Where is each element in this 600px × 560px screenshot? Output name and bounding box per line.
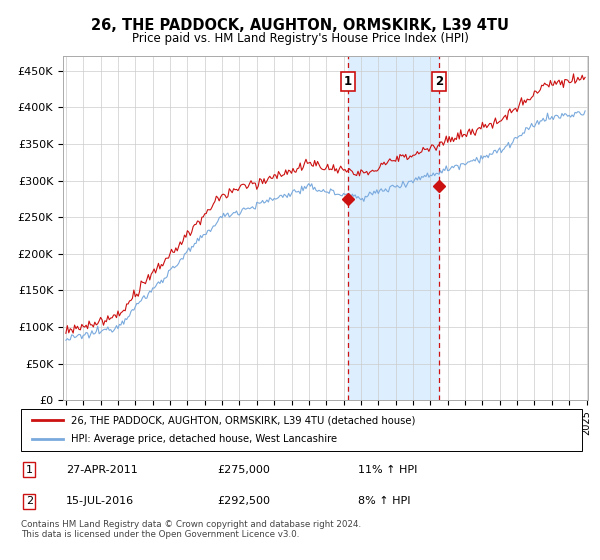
- Text: 1: 1: [344, 75, 352, 88]
- Text: 27-APR-2011: 27-APR-2011: [66, 465, 137, 475]
- Text: Contains HM Land Registry data © Crown copyright and database right 2024.
This d: Contains HM Land Registry data © Crown c…: [21, 520, 361, 539]
- Text: £275,000: £275,000: [217, 465, 270, 475]
- Text: 2: 2: [435, 75, 443, 88]
- Text: 1: 1: [26, 465, 33, 475]
- Text: £292,500: £292,500: [217, 496, 271, 506]
- Text: Price paid vs. HM Land Registry's House Price Index (HPI): Price paid vs. HM Land Registry's House …: [131, 32, 469, 45]
- Text: HPI: Average price, detached house, West Lancashire: HPI: Average price, detached house, West…: [71, 435, 338, 445]
- FancyBboxPatch shape: [21, 409, 582, 451]
- Text: 26, THE PADDOCK, AUGHTON, ORMSKIRK, L39 4TU (detached house): 26, THE PADDOCK, AUGHTON, ORMSKIRK, L39 …: [71, 415, 416, 425]
- Text: 15-JUL-2016: 15-JUL-2016: [66, 496, 134, 506]
- Text: 11% ↑ HPI: 11% ↑ HPI: [358, 465, 417, 475]
- Bar: [348, 56, 439, 400]
- Text: 26, THE PADDOCK, AUGHTON, ORMSKIRK, L39 4TU: 26, THE PADDOCK, AUGHTON, ORMSKIRK, L39 …: [91, 18, 509, 33]
- Text: 2: 2: [26, 496, 33, 506]
- Text: 8% ↑ HPI: 8% ↑ HPI: [358, 496, 410, 506]
